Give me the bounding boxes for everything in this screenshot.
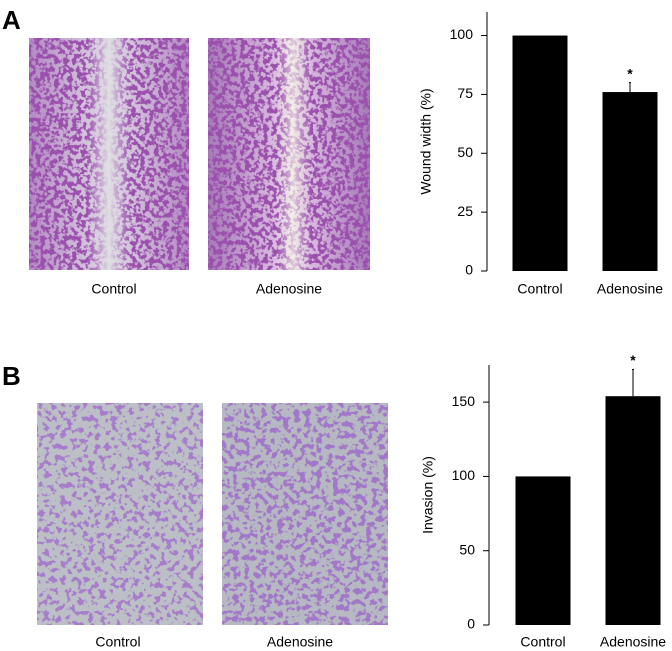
y-tick-label: 100 [452, 467, 476, 483]
x-tick-label: Adenosine [600, 634, 666, 650]
micrograph [222, 403, 388, 625]
bar [605, 396, 661, 625]
image-caption: Control [91, 281, 136, 297]
y-tick-label: 0 [465, 262, 473, 278]
y-tick-label: 150 [452, 393, 476, 409]
y-tick-label: 75 [457, 85, 473, 101]
micrograph [29, 38, 189, 270]
image-caption: Control [95, 634, 140, 650]
y-tick-label: 50 [459, 541, 475, 557]
y-tick-label: 100 [450, 26, 474, 42]
y-axis-label: Wound width (%) [418, 88, 434, 194]
bar [602, 92, 658, 272]
y-tick-label: 50 [457, 144, 473, 160]
bar [512, 35, 568, 271]
micrograph [208, 38, 370, 270]
x-tick-label: Control [520, 634, 565, 650]
image-caption: Adenosine [267, 634, 333, 650]
panel-label: A [2, 5, 21, 35]
y-tick-label: 0 [467, 616, 475, 632]
panel-label: B [2, 361, 21, 391]
micrograph [37, 403, 203, 625]
y-axis-label: Invasion (%) [420, 456, 436, 534]
image-caption: Adenosine [256, 281, 322, 297]
significance-mark: * [630, 352, 636, 368]
x-tick-label: Control [517, 281, 562, 297]
x-tick-label: Adenosine [597, 281, 663, 297]
significance-mark: * [627, 65, 633, 81]
y-tick-label: 25 [457, 203, 473, 219]
bar [515, 476, 571, 625]
